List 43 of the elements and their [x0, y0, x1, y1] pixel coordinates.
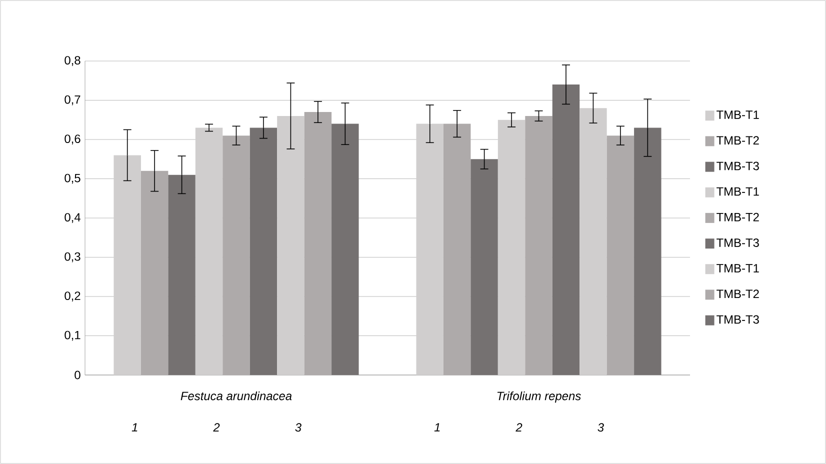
legend-label: TMB-T1	[716, 187, 759, 196]
text: 2	[213, 423, 220, 432]
text: 2	[516, 423, 522, 432]
bar	[277, 116, 304, 375]
bar	[222, 136, 250, 375]
bar	[250, 128, 278, 375]
bar	[195, 128, 223, 375]
legend-label: TMB-T2	[716, 136, 759, 144]
bar	[168, 174, 196, 375]
text: 1	[434, 423, 440, 432]
y-tick-label: 0,2	[64, 292, 80, 302]
legend-label: TMB-T1	[716, 264, 759, 272]
y-tick-label: 0,4	[64, 213, 80, 223]
text: 3	[295, 423, 302, 432]
bar	[304, 112, 332, 375]
x-tick-label: Trifolium repens	[497, 391, 581, 403]
legend-label: TMB-T2	[716, 290, 759, 298]
legend-label: TMB-T3	[716, 162, 759, 170]
bar	[606, 136, 634, 375]
x-tick-label: Festuca arundinacea	[180, 391, 292, 400]
bar	[470, 159, 498, 375]
bar	[634, 128, 662, 375]
bar	[332, 124, 359, 375]
y-tick-label: 0,7	[64, 95, 80, 106]
legend-label: TMB-T3	[716, 315, 759, 324]
y-tick-label: 0	[74, 370, 80, 380]
legend-label: TMB-T3	[716, 238, 759, 247]
y-tick-label: 0,8	[64, 56, 80, 66]
bar	[525, 116, 552, 375]
bar	[580, 108, 607, 375]
text: 3	[598, 423, 604, 432]
bar	[416, 124, 444, 375]
legend-label: TMB-T1	[716, 110, 759, 119]
bar	[114, 155, 141, 375]
text: 1	[132, 423, 138, 432]
y-tick-label: 0,5	[64, 174, 80, 184]
y-tick-label: 0,3	[64, 252, 80, 262]
bar	[552, 84, 580, 375]
y-tick-label: 0,6	[64, 134, 80, 144]
y-tick-label: 0,1	[64, 330, 80, 341]
bar	[498, 120, 526, 375]
legend-label: TMB-T2	[716, 212, 759, 222]
bar	[140, 170, 168, 375]
